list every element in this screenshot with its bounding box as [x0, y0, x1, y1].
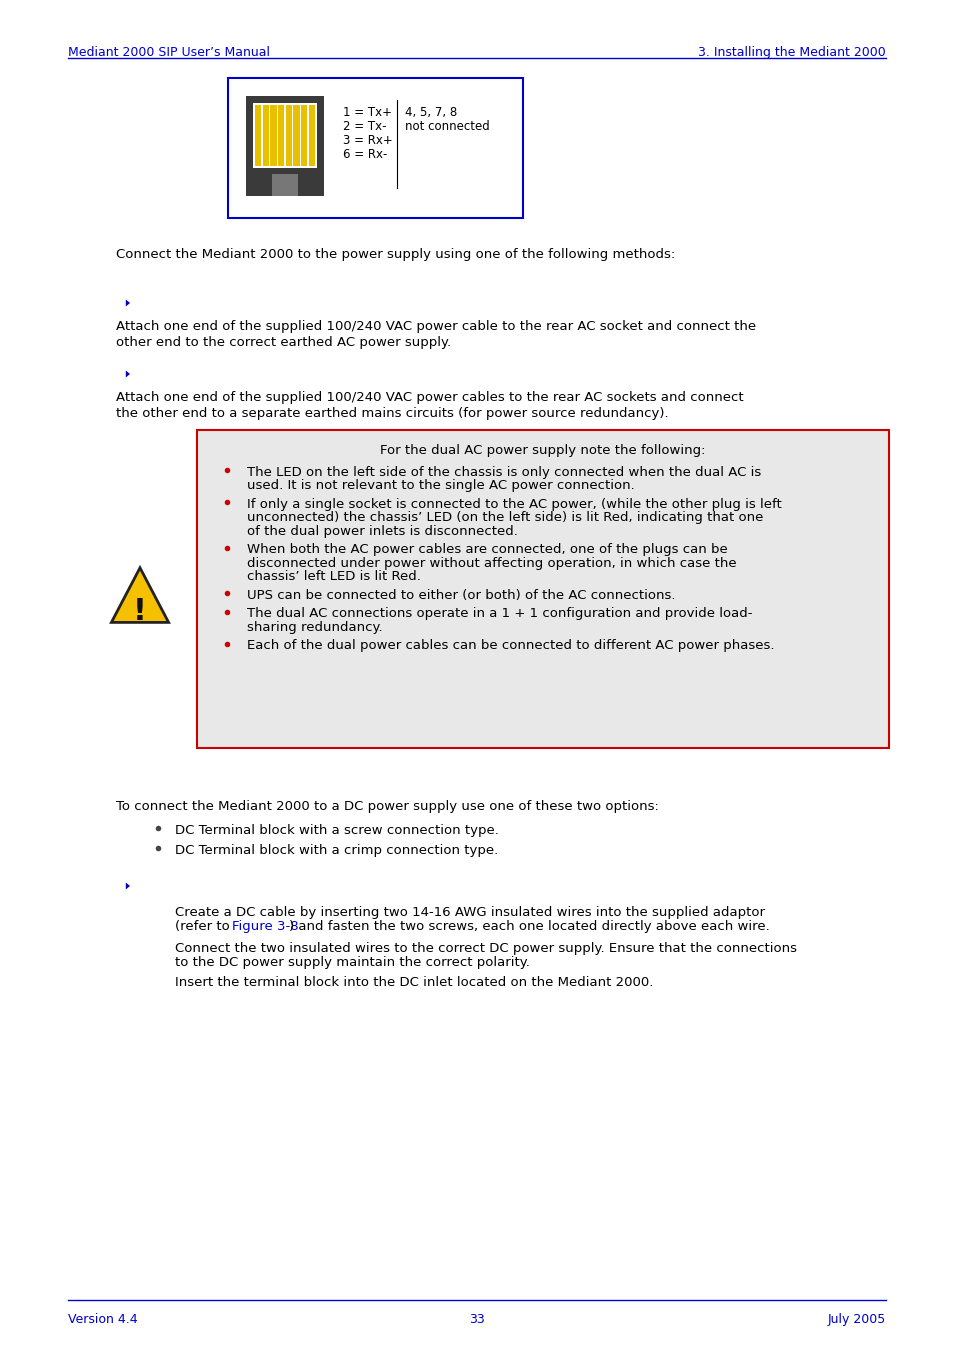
Text: Connect the two insulated wires to the correct DC power supply. Ensure that the : Connect the two insulated wires to the c… [174, 942, 796, 955]
Text: Mediant 2000 SIP User’s Manual: Mediant 2000 SIP User’s Manual [68, 46, 270, 59]
Text: !: ! [132, 597, 147, 626]
Bar [253, 103, 316, 168]
Bar [262, 105, 269, 166]
Text: If only a single socket is connected to the AC power, (while the other plug is l: If only a single socket is connected to … [247, 499, 781, 511]
Bar [286, 105, 292, 166]
Bar [228, 78, 522, 218]
Bar [272, 174, 297, 196]
Bar [294, 105, 299, 166]
Text: When both the AC power cables are connected, one of the plugs can be: When both the AC power cables are connec… [247, 543, 727, 557]
Text: Attach one end of the supplied 100/240 VAC power cables to the rear AC sockets a: Attach one end of the supplied 100/240 V… [116, 390, 742, 404]
Text: sharing redundancy.: sharing redundancy. [247, 621, 382, 634]
Text: Version 4.4: Version 4.4 [68, 1313, 137, 1325]
Text: disconnected under power without affecting operation, in which case the: disconnected under power without affecti… [247, 557, 736, 570]
Text: ) and fasten the two screws, each one located directly above each wire.: ) and fasten the two screws, each one lo… [289, 920, 769, 934]
Text: 3. Installing the Mediant 2000: 3. Installing the Mediant 2000 [698, 46, 885, 59]
Text: To connect the Mediant 2000 to a DC power supply use one of these two options:: To connect the Mediant 2000 to a DC powe… [116, 800, 659, 813]
Polygon shape [126, 370, 130, 377]
Bar [196, 430, 888, 748]
Bar [246, 96, 324, 196]
Text: of the dual power inlets is disconnected.: of the dual power inlets is disconnected… [247, 526, 517, 538]
Text: The LED on the left side of the chassis is only connected when the dual AC is: The LED on the left side of the chassis … [247, 466, 760, 480]
Text: to the DC power supply maintain the correct polarity.: to the DC power supply maintain the corr… [174, 957, 529, 969]
Bar [301, 105, 307, 166]
Text: Insert the terminal block into the DC inlet located on the Mediant 2000.: Insert the terminal block into the DC in… [174, 975, 653, 989]
Text: Connect the Mediant 2000 to the power supply using one of the following methods:: Connect the Mediant 2000 to the power su… [116, 249, 675, 261]
Text: used. It is not relevant to the single AC power connection.: used. It is not relevant to the single A… [247, 480, 634, 493]
Text: 33: 33 [469, 1313, 484, 1325]
Text: 4, 5, 7, 8: 4, 5, 7, 8 [405, 105, 456, 119]
Text: the other end to a separate earthed mains circuits (for power source redundancy): the other end to a separate earthed main… [116, 407, 668, 420]
Text: 2 = Tx-: 2 = Tx- [343, 120, 386, 132]
Text: DC Terminal block with a screw connection type.: DC Terminal block with a screw connectio… [174, 824, 498, 838]
Text: Each of the dual power cables can be connected to different AC power phases.: Each of the dual power cables can be con… [247, 639, 774, 653]
Polygon shape [112, 567, 169, 623]
Text: The dual AC connections operate in a 1 + 1 configuration and provide load-: The dual AC connections operate in a 1 +… [247, 608, 752, 620]
Polygon shape [126, 882, 130, 889]
Bar [277, 105, 284, 166]
Bar [254, 105, 261, 166]
Text: 6 = Rx-: 6 = Rx- [343, 149, 387, 161]
Text: 1 = Tx+: 1 = Tx+ [343, 105, 392, 119]
Text: Figure 3-8: Figure 3-8 [232, 920, 298, 934]
Text: Attach one end of the supplied 100/240 VAC power cable to the rear AC socket and: Attach one end of the supplied 100/240 V… [116, 320, 756, 332]
Bar [309, 105, 314, 166]
Text: (refer to: (refer to [174, 920, 233, 934]
Text: DC Terminal block with a crimp connection type.: DC Terminal block with a crimp connectio… [174, 844, 497, 857]
Text: UPS can be connected to either (or both) of the AC connections.: UPS can be connected to either (or both)… [247, 589, 675, 603]
Bar [270, 105, 276, 166]
Text: unconnected) the chassis’ LED (on the left side) is lit Red, indicating that one: unconnected) the chassis’ LED (on the le… [247, 512, 762, 524]
Text: For the dual AC power supply note the following:: For the dual AC power supply note the fo… [380, 444, 705, 457]
Polygon shape [126, 300, 130, 307]
Text: July 2005: July 2005 [827, 1313, 885, 1325]
Text: not connected: not connected [405, 120, 489, 132]
Text: 3 = Rx+: 3 = Rx+ [343, 134, 393, 147]
Text: chassis’ left LED is lit Red.: chassis’ left LED is lit Red. [247, 570, 420, 584]
Text: Create a DC cable by inserting two 14-16 AWG insulated wires into the supplied a: Create a DC cable by inserting two 14-16… [174, 907, 764, 919]
Text: other end to the correct earthed AC power supply.: other end to the correct earthed AC powe… [116, 336, 451, 349]
